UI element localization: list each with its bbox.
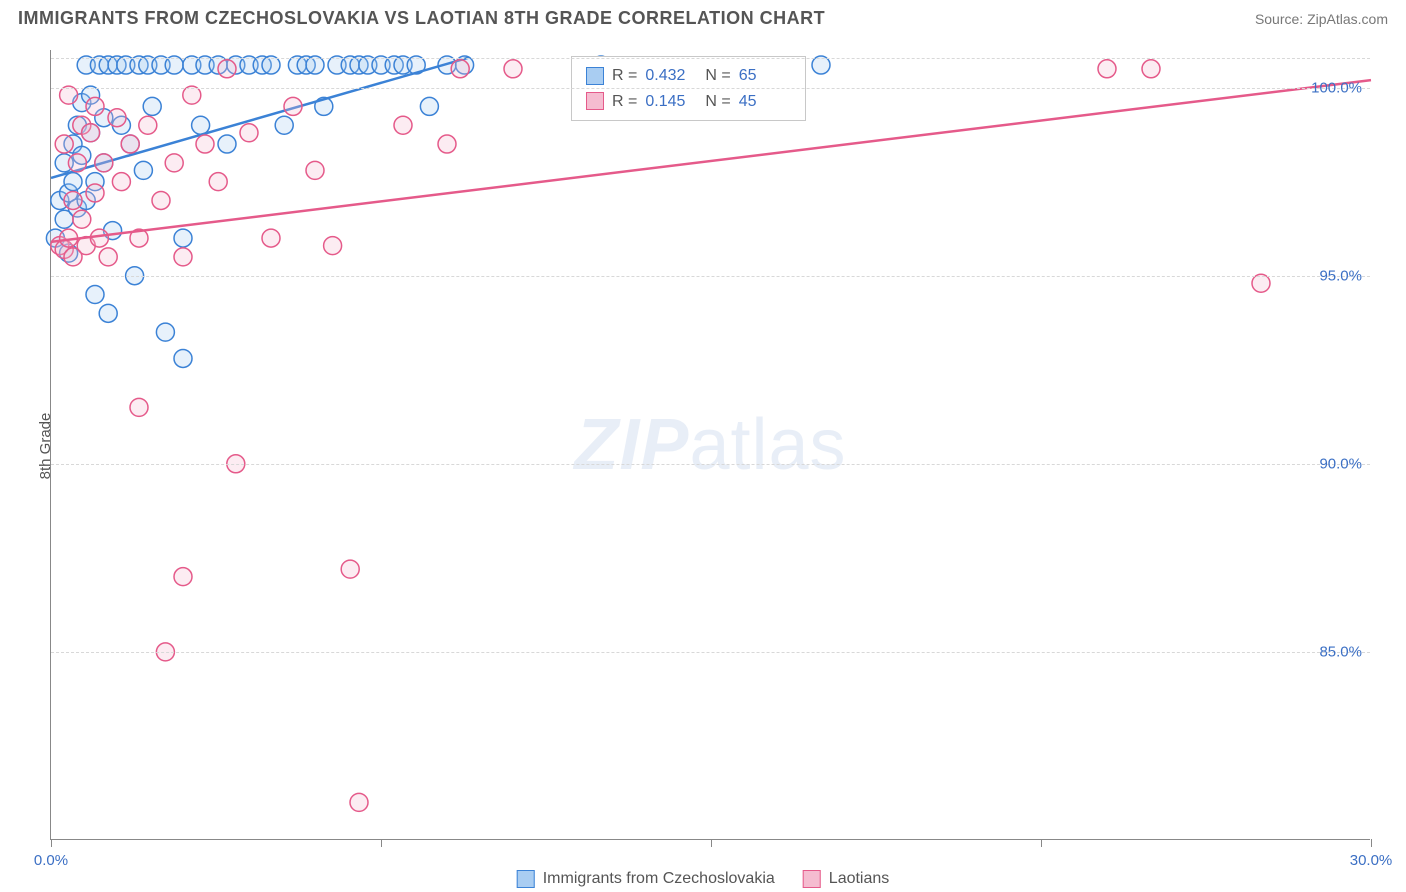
swatch-icon [803, 870, 821, 888]
y-tick-label: 90.0% [1319, 455, 1362, 472]
data-point [165, 154, 183, 172]
data-point [174, 248, 192, 266]
data-point [451, 60, 469, 78]
chart-title: IMMIGRANTS FROM CZECHOSLOVAKIA VS LAOTIA… [18, 8, 825, 29]
stats-row: R = 0.145 N = 45 [586, 89, 791, 115]
data-point [108, 109, 126, 127]
data-point [90, 229, 108, 247]
y-tick-label: 95.0% [1319, 267, 1362, 284]
x-tick-label: 0.0% [34, 852, 68, 869]
data-point [262, 56, 280, 74]
n-value: 45 [739, 89, 791, 115]
series-legend: Immigrants from Czechoslovakia Laotians [517, 870, 890, 888]
n-label: N = [705, 63, 730, 89]
stats-row: R = 0.432 N = 65 [586, 63, 791, 89]
data-point [68, 154, 86, 172]
data-point [165, 56, 183, 74]
x-tick [51, 839, 52, 847]
data-point [812, 56, 830, 74]
swatch-icon [586, 92, 604, 110]
data-point [306, 161, 324, 179]
data-point [420, 97, 438, 115]
r-value: 0.145 [645, 89, 697, 115]
x-tick [1371, 839, 1372, 847]
data-point [438, 135, 456, 153]
x-tick [711, 839, 712, 847]
data-point [306, 56, 324, 74]
y-tick-label: 85.0% [1319, 643, 1362, 660]
data-point [504, 60, 522, 78]
scatter-svg [51, 50, 1370, 839]
data-point [341, 560, 359, 578]
data-point [324, 237, 342, 255]
data-point [60, 86, 78, 104]
grid-line [51, 464, 1370, 465]
data-point [284, 97, 302, 115]
grid-line [51, 652, 1370, 653]
data-point [275, 116, 293, 134]
data-point [350, 793, 368, 811]
data-point [196, 135, 214, 153]
x-tick-label: 30.0% [1350, 852, 1393, 869]
data-point [99, 304, 117, 322]
data-point [192, 116, 210, 134]
data-point [99, 248, 117, 266]
data-point [218, 60, 236, 78]
data-point [55, 135, 73, 153]
legend-label: Laotians [829, 870, 890, 888]
data-point [156, 323, 174, 341]
data-point [139, 116, 157, 134]
x-tick [381, 839, 382, 847]
grid-line [51, 276, 1370, 277]
data-point [1252, 274, 1270, 292]
r-label: R = [612, 63, 637, 89]
n-label: N = [705, 89, 730, 115]
data-point [82, 124, 100, 142]
data-point [143, 97, 161, 115]
data-point [174, 568, 192, 586]
data-point [73, 210, 91, 228]
data-point [64, 191, 82, 209]
data-point [183, 86, 201, 104]
data-point [209, 173, 227, 191]
y-tick-label: 100.0% [1311, 79, 1362, 96]
data-point [86, 286, 104, 304]
chart-source: Source: ZipAtlas.com [1255, 11, 1388, 27]
legend-label: Immigrants from Czechoslovakia [543, 870, 775, 888]
legend-item: Immigrants from Czechoslovakia [517, 870, 775, 888]
data-point [95, 154, 113, 172]
swatch-icon [517, 870, 535, 888]
data-point [112, 173, 130, 191]
x-tick [1041, 839, 1042, 847]
data-point [86, 184, 104, 202]
grid-line [51, 58, 1370, 59]
data-point [86, 97, 104, 115]
data-point [130, 398, 148, 416]
swatch-icon [586, 67, 604, 85]
data-point [262, 229, 280, 247]
data-point [1142, 60, 1160, 78]
grid-line [51, 88, 1370, 89]
legend-item: Laotians [803, 870, 890, 888]
data-point [174, 229, 192, 247]
data-point [1098, 60, 1116, 78]
data-point [152, 191, 170, 209]
data-point [218, 135, 236, 153]
r-label: R = [612, 89, 637, 115]
r-value: 0.432 [645, 63, 697, 89]
data-point [174, 349, 192, 367]
data-point [64, 173, 82, 191]
data-point [134, 161, 152, 179]
data-point [240, 124, 258, 142]
data-point [121, 135, 139, 153]
n-value: 65 [739, 63, 791, 89]
chart-plot-area: ZIPatlas R = 0.432 N = 65 R = 0.145 N = … [50, 50, 1370, 840]
data-point [394, 116, 412, 134]
chart-header: IMMIGRANTS FROM CZECHOSLOVAKIA VS LAOTIA… [0, 0, 1406, 35]
